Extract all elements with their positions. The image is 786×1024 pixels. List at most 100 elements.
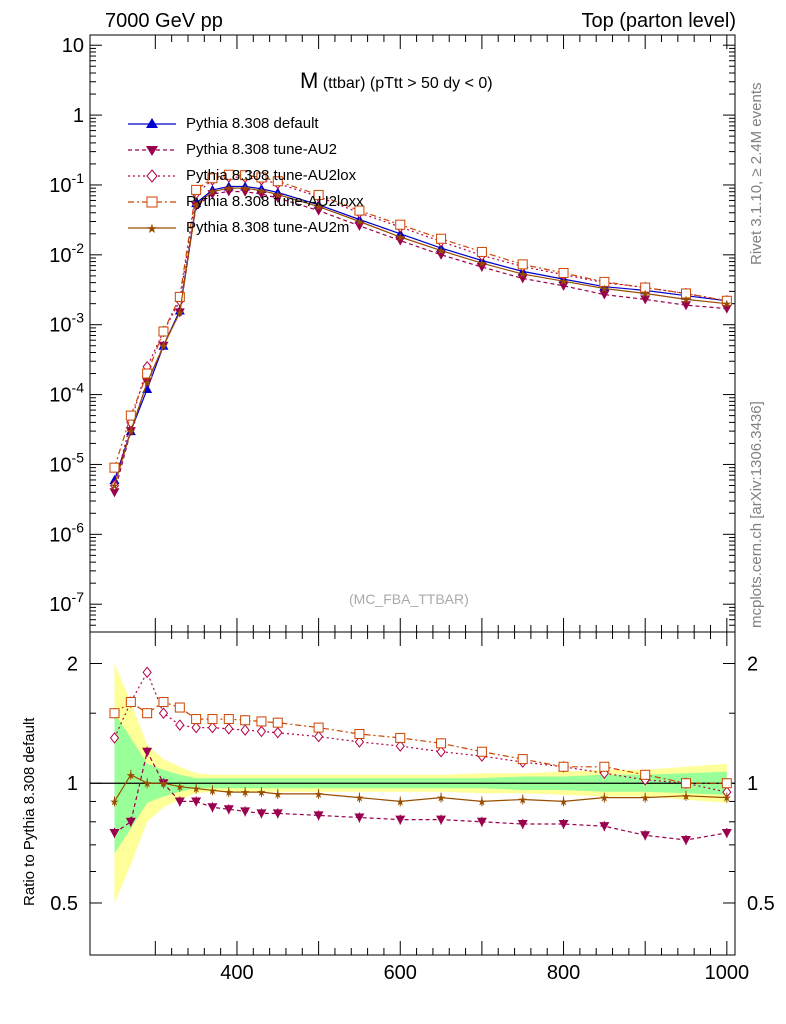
- ratio-data-point: [158, 697, 169, 708]
- ratio-data-point: [207, 714, 218, 725]
- ratio-series-line: [113, 671, 727, 793]
- legend-label-au2loxx: Pythia 8.308 tune-AU2loxx: [186, 193, 364, 210]
- ratio-data-point: ★: [126, 770, 136, 782]
- ratio-data-point: ★: [640, 793, 650, 805]
- ratio-data-point: [256, 809, 267, 819]
- ratio-data-point: [223, 714, 234, 725]
- y-tick-label: 10-6: [49, 519, 84, 546]
- title-main: M: [300, 68, 319, 93]
- ratio-data-point: ★: [395, 796, 405, 808]
- ratio-data-point: [640, 831, 651, 841]
- legend-label-au2m: Pythia 8.308 tune-AU2m: [186, 219, 350, 236]
- data-point: [599, 290, 610, 300]
- ratio-data-point: [354, 813, 365, 823]
- data-point: [436, 250, 447, 260]
- ratio-data-point: [476, 746, 487, 757]
- ratio-data-point: [313, 730, 324, 743]
- ratio-data-point: ★: [599, 793, 609, 805]
- data-point: [240, 170, 251, 181]
- data-point: ★: [477, 258, 487, 270]
- ratio-data-point: [207, 803, 218, 813]
- ratio-data-point: [174, 797, 185, 807]
- process-label: Top (parton level): [581, 10, 736, 32]
- ratio-data-point: [395, 740, 405, 752]
- svg-text:★: ★: [146, 221, 158, 236]
- ratio-data-point: [191, 797, 202, 807]
- ratio-y-tick-label-right: 1: [747, 773, 758, 795]
- data-point: [681, 301, 692, 311]
- ratio-y-tick-label-right: 0.5: [747, 893, 775, 915]
- ratio-ylabel: Ratio to Pythia 8.308 default: [21, 717, 38, 906]
- ratio-series-line: [114, 701, 727, 784]
- data-point: [721, 304, 732, 314]
- ratio-data-point: [175, 719, 185, 731]
- data-point: ★: [559, 276, 569, 288]
- data-point: ★: [240, 183, 250, 195]
- data-point: [109, 462, 120, 473]
- data-point: ★: [224, 183, 234, 195]
- ratio-series-line: [113, 774, 727, 803]
- y-tick-label: 10-1: [49, 170, 84, 197]
- ratio-data-point: ★: [722, 793, 732, 805]
- data-point: [313, 206, 324, 216]
- ratio-data-point: [174, 702, 185, 713]
- data-point: [517, 274, 528, 284]
- ratio-data-point: [256, 725, 267, 738]
- ratio-data-point: [256, 716, 267, 727]
- ratio-data-point: [436, 815, 447, 825]
- legend-swatch-au2loxx: [128, 196, 176, 208]
- data-point: [256, 190, 267, 200]
- data-point: ★: [191, 200, 201, 212]
- legend-swatch-au2lox: [128, 169, 176, 183]
- data-point: ★: [142, 377, 152, 389]
- energy-label: 7000 GeV pp: [105, 10, 223, 32]
- ratio-data-point: [109, 708, 120, 719]
- y-tick-label: 10: [62, 35, 84, 57]
- data-point: [240, 187, 251, 197]
- data-point: [158, 326, 169, 337]
- data-point: ★: [354, 216, 364, 228]
- ratio-data-point: [354, 736, 365, 748]
- data-point: [313, 199, 324, 209]
- ratio-data-point: ★: [354, 793, 364, 805]
- data-point: ★: [110, 480, 120, 492]
- y-tick-label: 1: [73, 105, 84, 127]
- ratio-data-point: ★: [208, 785, 218, 797]
- ratio-data-point: ★: [159, 778, 169, 790]
- ratio-data-point: [395, 815, 406, 825]
- series-line: [113, 174, 727, 468]
- legend-swatch-au2m: ★: [128, 221, 176, 236]
- ratio-data-point: [517, 819, 528, 829]
- ratio-y-tick-label: 0.5: [50, 893, 78, 915]
- y-tick-label: 10-3: [49, 310, 84, 337]
- legend-label-au2: Pythia 8.308 tune-AU2: [186, 141, 337, 158]
- ratio-data-point: [354, 728, 365, 739]
- mcplots-label: mcplots.cern.ch [arXiv:1306.3436]: [748, 401, 765, 628]
- ratio-data-point: ★: [142, 778, 152, 790]
- ratio-data-point: [313, 722, 324, 733]
- ratio-data-point: [224, 723, 234, 735]
- ratio-data-point: [313, 811, 324, 821]
- rivet-label: Rivet 3.1.10, ≥ 2.4M events: [748, 82, 765, 266]
- data-point: ★: [722, 299, 732, 311]
- ratio-data-point: [395, 732, 406, 743]
- data-point: ★: [640, 288, 650, 300]
- ratio-data-point: [721, 778, 732, 789]
- data-point: [721, 295, 732, 306]
- ratio-data-point: [125, 817, 136, 827]
- legend-swatch-au2: [128, 146, 176, 156]
- ratio-data-point: [240, 715, 251, 726]
- data-point: [354, 214, 365, 224]
- ratio-data-point: [240, 807, 251, 817]
- data-point: [599, 276, 610, 287]
- data-point: [558, 267, 569, 278]
- ratio-data-point: ★: [224, 787, 234, 799]
- ratio-data-point: [223, 805, 234, 815]
- ratio-data-point: ★: [314, 789, 324, 801]
- data-point: [640, 282, 651, 293]
- data-point: [109, 488, 120, 498]
- ratio-frame: [89, 631, 736, 956]
- data-point: [558, 281, 569, 291]
- ratio-data-point: [681, 778, 692, 789]
